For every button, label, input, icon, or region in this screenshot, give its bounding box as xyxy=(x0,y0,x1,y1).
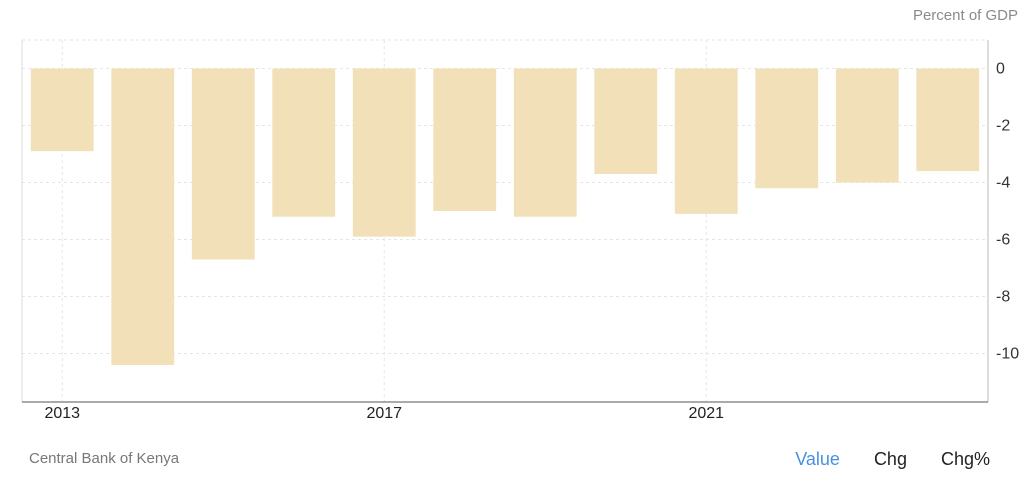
bar-2022 xyxy=(755,68,819,189)
y-tick-label: -6 xyxy=(996,232,1010,249)
chart-area: 0 -2 -4 -6 -8 -10 2013 2017 2021 xyxy=(21,39,1019,422)
change-toggle[interactable]: Chg xyxy=(873,449,907,469)
bar-2015 xyxy=(191,68,255,260)
change-percent-toggle[interactable]: Chg% xyxy=(940,449,990,469)
bar-2017 xyxy=(352,68,416,237)
y-tick-label: -10 xyxy=(996,346,1019,363)
bar-2014 xyxy=(111,68,175,365)
bar-2020 xyxy=(594,68,658,174)
unit-label: Percent of GDP xyxy=(912,7,1018,24)
bar-2023 xyxy=(835,68,899,183)
bar-chart: 0 -2 -4 -6 -8 -10 2013 2017 2021 xyxy=(21,39,1019,422)
x-tick-label: 2017 xyxy=(366,405,402,422)
bar-2024 xyxy=(916,68,980,172)
y-tick-label: -8 xyxy=(996,289,1010,306)
view-toggle-group: Value Chg Chg% xyxy=(795,449,990,470)
y-tick-label: -2 xyxy=(996,118,1010,135)
y-tick-label: 0 xyxy=(996,61,1005,78)
bar-2021 xyxy=(674,68,738,214)
y-tick-label: -4 xyxy=(996,175,1010,192)
bar-2019 xyxy=(513,68,577,217)
bar-2016 xyxy=(272,68,336,217)
bar-2013 xyxy=(30,68,94,152)
x-tick-label: 2021 xyxy=(688,405,724,422)
source-label: Central Bank of Kenya xyxy=(29,450,180,467)
x-tick-label: 2013 xyxy=(44,405,80,422)
bar-2018 xyxy=(433,68,497,212)
value-toggle[interactable]: Value xyxy=(795,449,840,469)
